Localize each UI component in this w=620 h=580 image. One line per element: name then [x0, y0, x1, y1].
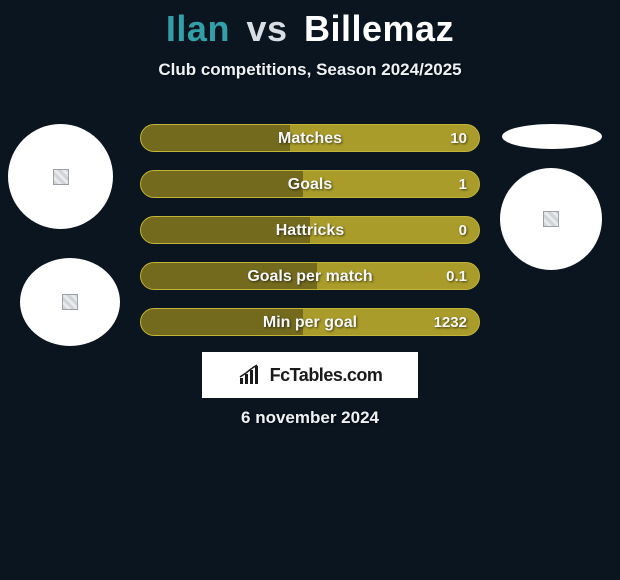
- title-player2: Billemaz: [304, 8, 454, 49]
- player1-avatar: [8, 124, 113, 229]
- player1-club-avatar: [20, 258, 120, 346]
- stat-label: Min per goal: [141, 309, 479, 337]
- title-vs: vs: [246, 8, 287, 49]
- stat-row-hattricks: Hattricks 0: [140, 216, 480, 244]
- stat-label: Hattricks: [141, 217, 479, 245]
- title-player1: Ilan: [166, 8, 230, 49]
- stat-row-min-per-goal: Min per goal 1232: [140, 308, 480, 336]
- brand-text: FcTables.com: [270, 365, 383, 386]
- stat-row-matches: Matches 10: [140, 124, 480, 152]
- stat-row-goals: Goals 1: [140, 170, 480, 198]
- barchart-icon: [238, 364, 264, 386]
- stat-label: Goals per match: [141, 263, 479, 291]
- stat-value: 1: [459, 171, 467, 199]
- image-placeholder-icon: [53, 169, 69, 185]
- subtitle: Club competitions, Season 2024/2025: [0, 60, 620, 80]
- page-title: Ilan vs Billemaz: [0, 0, 620, 50]
- player2-badge: [502, 124, 602, 149]
- date-label: 6 november 2024: [0, 408, 620, 428]
- stat-row-goals-per-match: Goals per match 0.1: [140, 262, 480, 290]
- stat-label: Matches: [141, 125, 479, 153]
- stat-value: 1232: [434, 309, 467, 337]
- stat-value: 0: [459, 217, 467, 245]
- image-placeholder-icon: [62, 294, 78, 310]
- image-placeholder-icon: [543, 211, 559, 227]
- stat-value: 10: [450, 125, 467, 153]
- stats-panel: Matches 10 Goals 1 Hattricks 0 Goals per…: [140, 124, 480, 354]
- player2-avatar: [500, 168, 602, 270]
- brand-box: FcTables.com: [202, 352, 418, 398]
- stat-label: Goals: [141, 171, 479, 199]
- stat-value: 0.1: [446, 263, 467, 291]
